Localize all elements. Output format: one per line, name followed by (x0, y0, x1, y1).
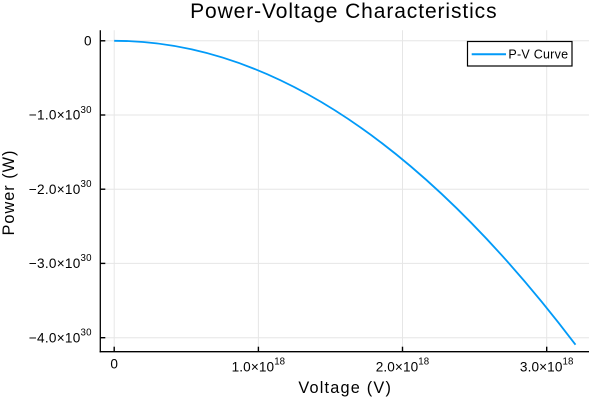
svg-text:3.0×1018: 3.0×1018 (520, 357, 574, 375)
svg-text:−4.0×1030: −4.0×1030 (29, 328, 92, 346)
svg-text:Voltage (V): Voltage (V) (298, 379, 392, 397)
svg-text:0: 0 (110, 356, 118, 371)
svg-text:1.0×1018: 1.0×1018 (232, 357, 286, 375)
svg-text:−3.0×1030: −3.0×1030 (29, 253, 92, 271)
svg-text:Power-Voltage Characteristics: Power-Voltage Characteristics (190, 0, 497, 23)
svg-text:2.0×1018: 2.0×1018 (376, 357, 430, 375)
svg-text:Power (W): Power (W) (0, 150, 18, 236)
svg-text:−1.0×1030: −1.0×1030 (29, 105, 92, 123)
svg-text:−2.0×1030: −2.0×1030 (29, 179, 92, 197)
svg-text:0: 0 (84, 34, 92, 49)
svg-text:P-V Curve: P-V Curve (508, 48, 568, 62)
